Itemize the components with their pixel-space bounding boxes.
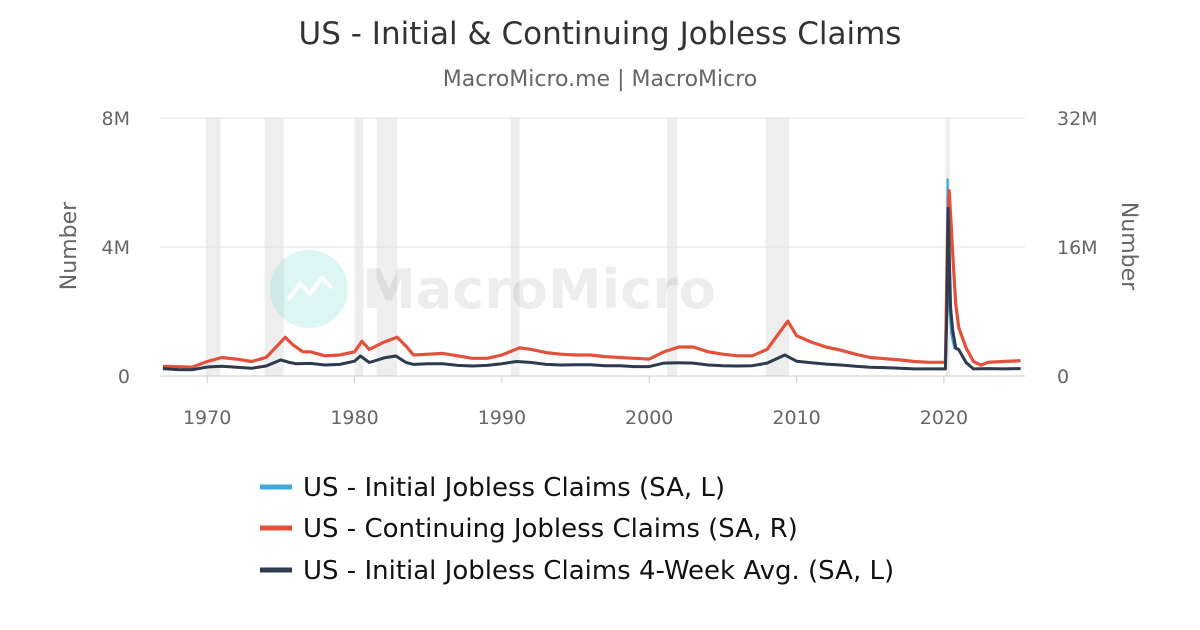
- x-tick-label-1970: 1970: [183, 407, 231, 429]
- series-layer: [162, 178, 1021, 372]
- chart-subtitle: MacroMicro.me | MacroMicro: [443, 67, 758, 92]
- y-left-tick-label-1: 4M: [102, 237, 130, 259]
- y-right-tick-label-0: 0: [1057, 366, 1069, 388]
- gridlines: [160, 117, 1025, 248]
- y-left-axis-title: Number: [57, 201, 82, 290]
- watermark: MacroMicro: [270, 250, 716, 328]
- watermark-text: MacroMicro: [362, 258, 716, 321]
- x-tick-label-2010: 2010: [772, 407, 820, 429]
- y-right-tick-label-2: 32M: [1057, 108, 1098, 130]
- y-left-ticks: 0 4M 8M: [102, 108, 130, 388]
- x-tick-label-2000: 2000: [625, 407, 673, 429]
- legend: US - Initial Jobless Claims (SA, L) US - …: [260, 473, 894, 586]
- watermark-trend-icon: [286, 274, 334, 302]
- legend-label-0: US - Initial Jobless Claims (SA, L): [303, 473, 725, 503]
- y-left-tick-label-2: 8M: [102, 108, 130, 130]
- legend-label-2: US - Initial Jobless Claims 4-Week Avg. …: [303, 556, 894, 586]
- y-right-ticks: 0 16M 32M: [1057, 108, 1098, 388]
- x-tick-label-1990: 1990: [478, 407, 526, 429]
- legend-label-1: US - Continuing Jobless Claims (SA, R): [303, 514, 798, 544]
- y-right-axis-title: Number: [1116, 202, 1141, 291]
- x-tick-label-2020: 2020: [920, 407, 968, 429]
- macromicro-logo-icon: [270, 250, 348, 328]
- y-left-tick-label-0: 0: [118, 366, 130, 388]
- x-tick-label-1980: 1980: [330, 407, 378, 429]
- series-line-2: [162, 206, 1021, 372]
- y-right-tick-label-1: 16M: [1057, 237, 1098, 259]
- chart-title: US - Initial & Continuing Jobless Claims: [299, 16, 902, 52]
- x-axis-ticks: 1970 1980 1990 2000 2010 2020: [183, 376, 968, 429]
